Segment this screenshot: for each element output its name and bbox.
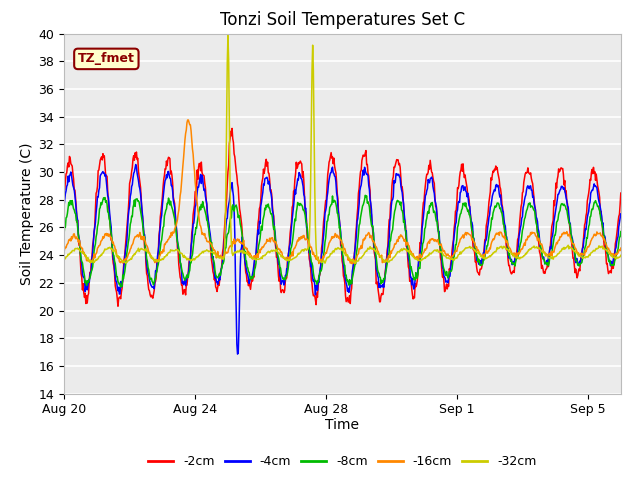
Y-axis label: Soil Temperature (C): Soil Temperature (C)	[20, 143, 34, 285]
X-axis label: Time: Time	[325, 418, 360, 432]
Title: Tonzi Soil Temperatures Set C: Tonzi Soil Temperatures Set C	[220, 11, 465, 29]
Text: TZ_fmet: TZ_fmet	[78, 52, 135, 65]
Legend: -2cm, -4cm, -8cm, -16cm, -32cm: -2cm, -4cm, -8cm, -16cm, -32cm	[143, 450, 541, 473]
